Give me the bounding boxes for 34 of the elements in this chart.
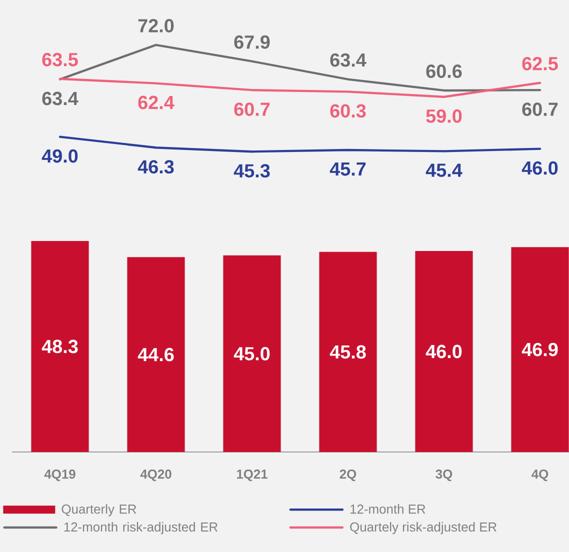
data-label: 45.8 [330, 345, 366, 359]
data-label: 60.7 [234, 102, 270, 116]
data-label: 72.0 [138, 19, 174, 32]
x-tick-label: 4Q19 [44, 470, 76, 482]
x-tick-label: 3Q [436, 470, 452, 482]
x-tick-label: 4Q [532, 470, 548, 482]
data-label: 44.6 [138, 348, 174, 362]
data-label: 60.7 [522, 102, 558, 116]
data-label: 45.4 [426, 164, 462, 177]
data-label: 45.3 [234, 164, 270, 178]
legend-label: Quarterly ER [62, 504, 136, 516]
x-tick-label: 4Q20 [140, 470, 172, 482]
data-label: 59.0 [426, 109, 462, 123]
data-label: 46.3 [138, 160, 174, 174]
x-tick-label: 1Q21 [236, 470, 268, 482]
data-label: 46.0 [522, 161, 558, 175]
data-label: 46.9 [522, 342, 558, 356]
data-label: 63.5 [42, 52, 78, 66]
data-label: 45.7 [330, 162, 366, 176]
data-label: 49.0 [42, 149, 78, 163]
legend-label: 12-month risk-adjusted ER [64, 522, 218, 534]
legend-label: 12-month ER [350, 504, 426, 514]
data-label: 45.0 [234, 346, 270, 360]
data-label: 46.0 [426, 344, 462, 358]
x-tick-label: 2Q [340, 470, 356, 482]
data-label: 60.6 [426, 64, 462, 78]
data-label: 63.4 [330, 53, 366, 67]
data-label: 63.4 [42, 92, 78, 106]
data-label: 60.3 [330, 104, 366, 118]
legend-label: Quartely risk-adjusted ER [350, 522, 496, 534]
data-label: 62.5 [522, 56, 558, 70]
data-label: 62.4 [138, 96, 174, 110]
data-label: 67.9 [234, 35, 270, 49]
data-label: 48.3 [42, 340, 78, 354]
